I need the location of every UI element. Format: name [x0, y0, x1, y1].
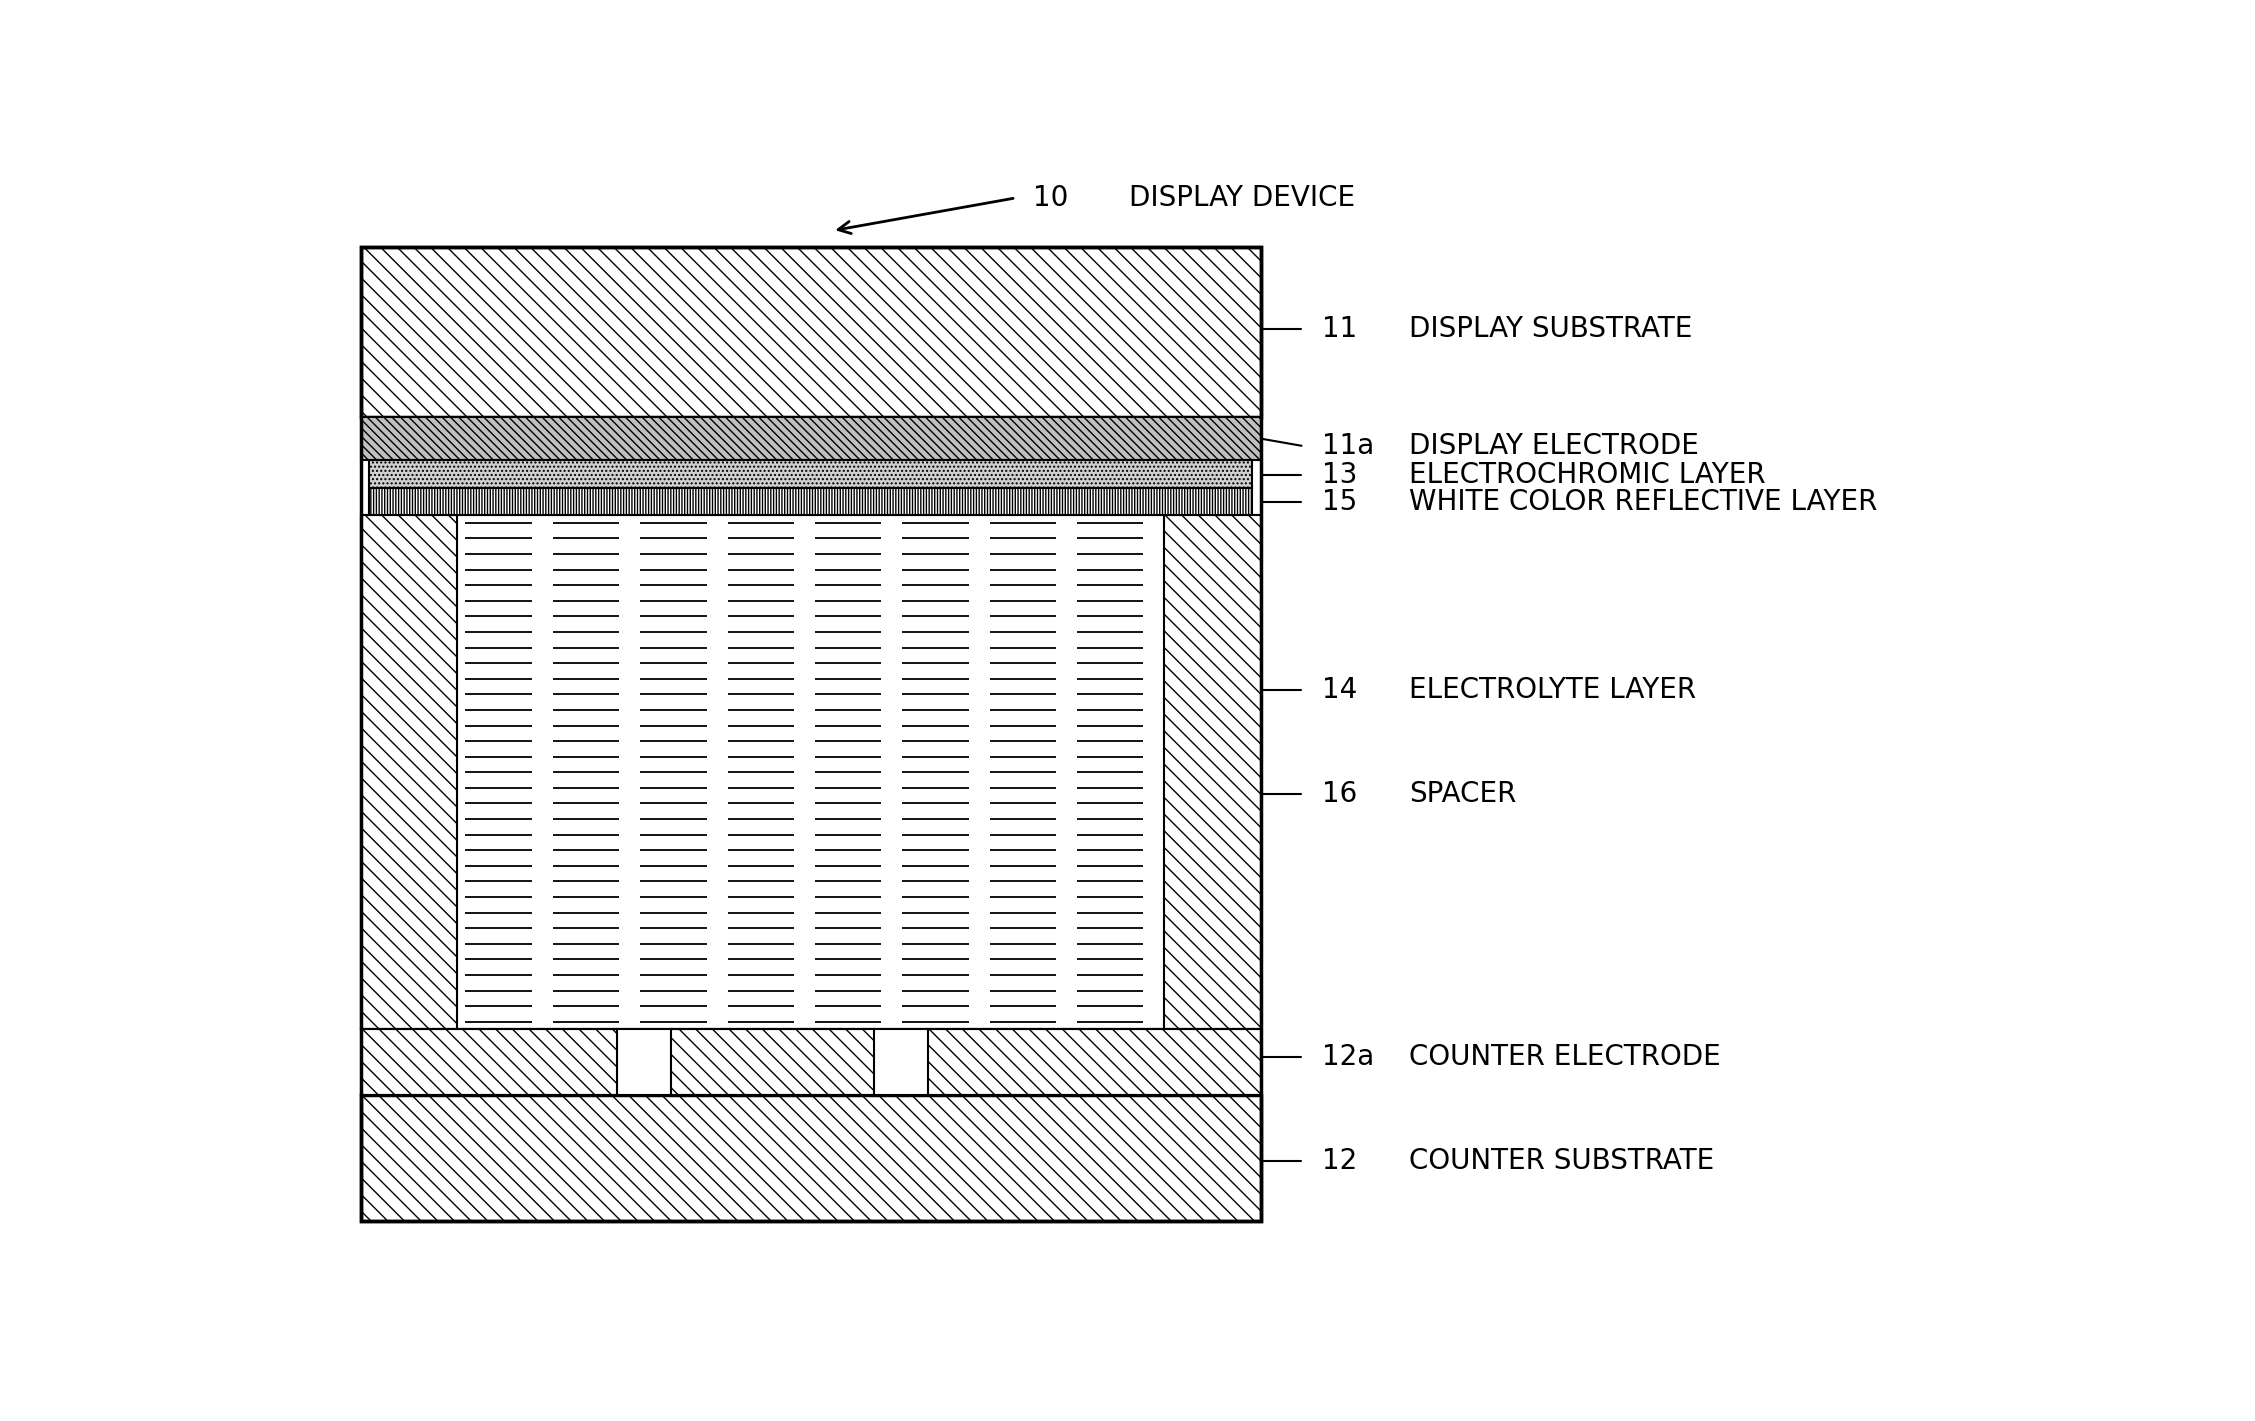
Bar	[370, 487, 1252, 516]
Bar	[873, 1029, 927, 1096]
Text: 13: 13	[1321, 460, 1358, 489]
Text: 15: 15	[1321, 487, 1358, 516]
Text: DISPLAY ELECTRODE: DISPLAY ELECTRODE	[1409, 432, 1698, 460]
Text: ELECTROLYTE LAYER: ELECTROLYTE LAYER	[1409, 676, 1696, 705]
Text: 12a: 12a	[1321, 1043, 1373, 1071]
Bar	[618, 1029, 672, 1096]
Bar	[361, 416, 1261, 460]
Text: DISPLAY SUBSTRATE: DISPLAY SUBSTRATE	[1409, 315, 1694, 344]
Bar	[361, 516, 1261, 1029]
Text: 11: 11	[1321, 315, 1358, 344]
Bar	[361, 1096, 1261, 1221]
Text: 14: 14	[1321, 676, 1358, 705]
Bar	[361, 516, 456, 1029]
Text: COUNTER SUBSTRATE: COUNTER SUBSTRATE	[1409, 1147, 1714, 1175]
Text: 12: 12	[1321, 1147, 1358, 1175]
Text: DISPLAY DEVICE: DISPLAY DEVICE	[1130, 183, 1355, 212]
Text: COUNTER ELECTRODE: COUNTER ELECTRODE	[1409, 1043, 1721, 1071]
Bar	[1164, 516, 1261, 1029]
Text: 16: 16	[1321, 780, 1358, 809]
Bar	[361, 247, 1261, 416]
Bar	[361, 1029, 1261, 1096]
Text: SPACER: SPACER	[1409, 780, 1515, 809]
Text: 10: 10	[1033, 183, 1069, 212]
Text: 11a: 11a	[1321, 432, 1373, 460]
Text: ELECTROCHROMIC LAYER: ELECTROCHROMIC LAYER	[1409, 460, 1766, 489]
Bar	[361, 247, 1261, 1221]
Bar	[370, 460, 1252, 487]
Text: WHITE COLOR REFLECTIVE LAYER: WHITE COLOR REFLECTIVE LAYER	[1409, 487, 1878, 516]
